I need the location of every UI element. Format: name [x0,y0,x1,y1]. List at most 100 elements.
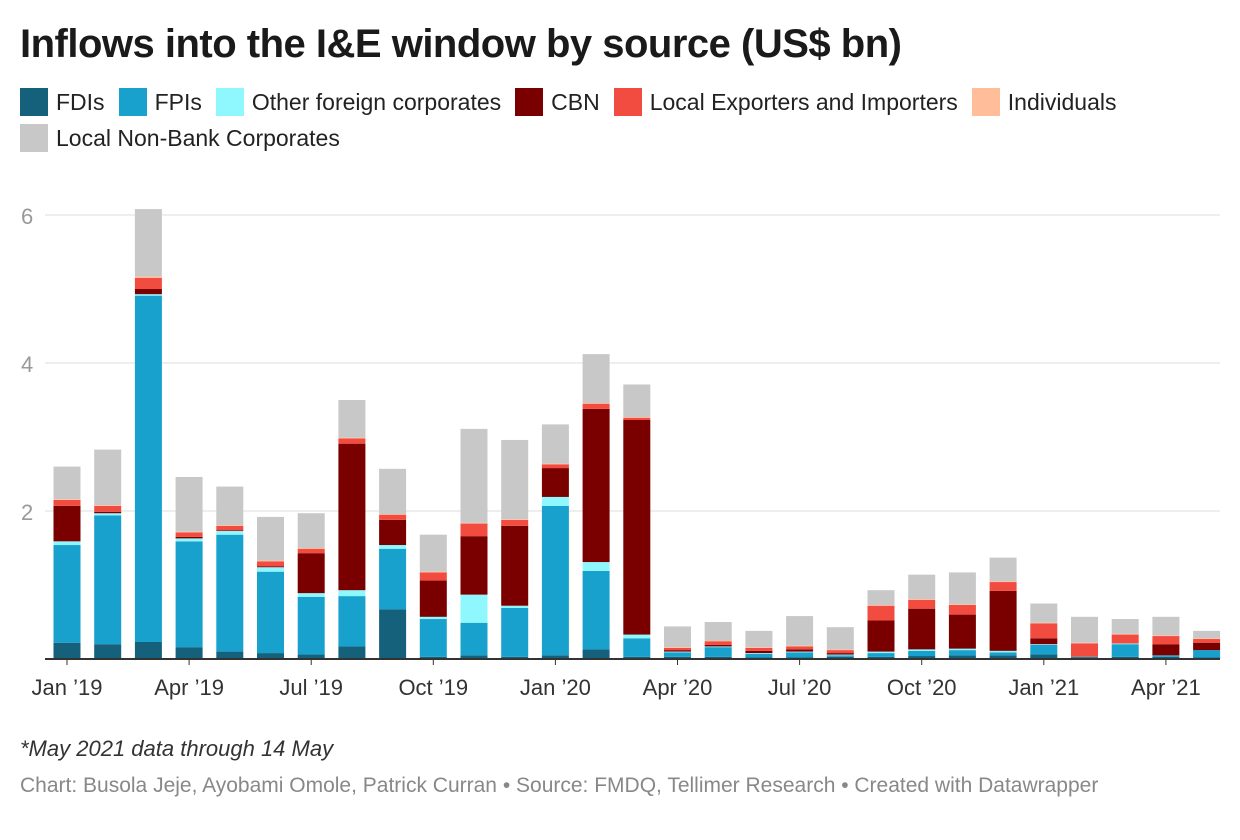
bar-segment [53,499,81,500]
bar-segment [582,649,610,659]
bar-segment [704,622,732,641]
bar-segment [134,277,162,289]
bar-segment [908,649,936,651]
bar-segment [419,534,447,572]
bar-segment [948,604,976,615]
bar-segment [338,443,366,591]
bar-segment [664,647,691,651]
bar-segment [460,428,488,523]
bar-segment [216,525,244,531]
bar-segment [175,541,203,648]
bar-segment [297,596,325,655]
bar-segment [419,571,447,573]
bar-segment [989,652,1017,656]
bar-segment [1111,619,1139,634]
bar-segment [460,523,488,537]
bar-segment [134,294,162,296]
bar-segment [1030,623,1058,639]
legend-label: CBN [551,88,600,115]
bar-segment [53,466,81,500]
bar-segment [745,647,773,651]
bar-segment [623,417,651,418]
bar-segment [338,437,366,439]
bar-segment [257,571,284,654]
legend-swatch [118,88,147,116]
bar-segment [664,647,691,648]
bar-segment [379,513,407,515]
bar-segment [297,553,325,594]
bar-segment [175,531,203,533]
bar-segment [338,438,366,444]
bar-segment [1152,635,1180,637]
legend-swatch [515,88,544,116]
bar-segment [664,651,691,653]
bar-segment [623,656,651,659]
bar-segment [501,607,529,657]
bar-segment [664,656,691,659]
bar-segment [541,496,569,506]
bar-segment [257,560,284,562]
bar-segment [664,626,691,648]
bar-segment [1111,643,1139,645]
bar-segment [257,516,284,561]
bar-segment [1193,639,1221,643]
bar-segment [989,557,1017,582]
bar-segment [826,653,854,655]
legend-label: FPIs [154,88,202,115]
bar-segment [338,646,366,659]
bar-segment [419,656,447,659]
bar-segment [704,656,732,659]
bar-segment [134,641,162,659]
bar-segment [786,645,814,647]
bar-segment [582,562,610,571]
legend-item: CBN [515,88,600,116]
bar-segment [989,590,1017,651]
bar-segment [216,651,244,659]
bar-segment [826,654,854,656]
bar-segment [379,468,407,514]
bar-segment [664,650,691,652]
bar-segment [582,408,610,563]
bar-segment [541,464,569,469]
bar-segment [541,468,569,497]
bar-segment [53,499,81,506]
bar-segment [867,651,895,654]
bar-segment [501,519,529,520]
bar-segment [379,548,407,610]
bar-segment [541,505,569,656]
legend-swatch [20,124,48,152]
bar-segment [582,402,610,404]
y-tick-label: 6 [21,204,33,229]
bar-segment [948,650,976,656]
bar-segment [623,419,651,635]
bar-segment [1152,636,1180,645]
bar-segment [989,650,1017,653]
bar-segment [745,647,773,648]
bar-segment [297,548,325,549]
bar-segment [460,655,488,659]
bar-segment [257,653,284,659]
bar-segment [826,649,854,651]
x-tick-label: Apr ’19 [154,675,224,700]
bar-segment [460,522,488,524]
bar-segment [786,649,814,652]
bar-segment [1071,656,1098,658]
bar-segment [867,590,895,605]
x-tick-label: Jul ’20 [768,675,832,700]
y-tick-label: 2 [21,500,33,525]
bar-segment [541,424,569,464]
bar-segment [134,276,162,278]
bar-segment [1152,616,1180,636]
legend-label: Individuals [1007,88,1117,115]
bar-segment [175,538,203,542]
bar-segment [297,654,325,659]
bar-segment [419,619,447,657]
bar-segment [948,648,976,651]
bar-segment [908,656,936,659]
bar-segment [460,536,488,595]
bar-segment [786,646,814,650]
bar-segment [53,642,81,659]
bar-segment [175,647,203,659]
bar-segment [134,209,162,277]
bar-segment [826,656,854,659]
